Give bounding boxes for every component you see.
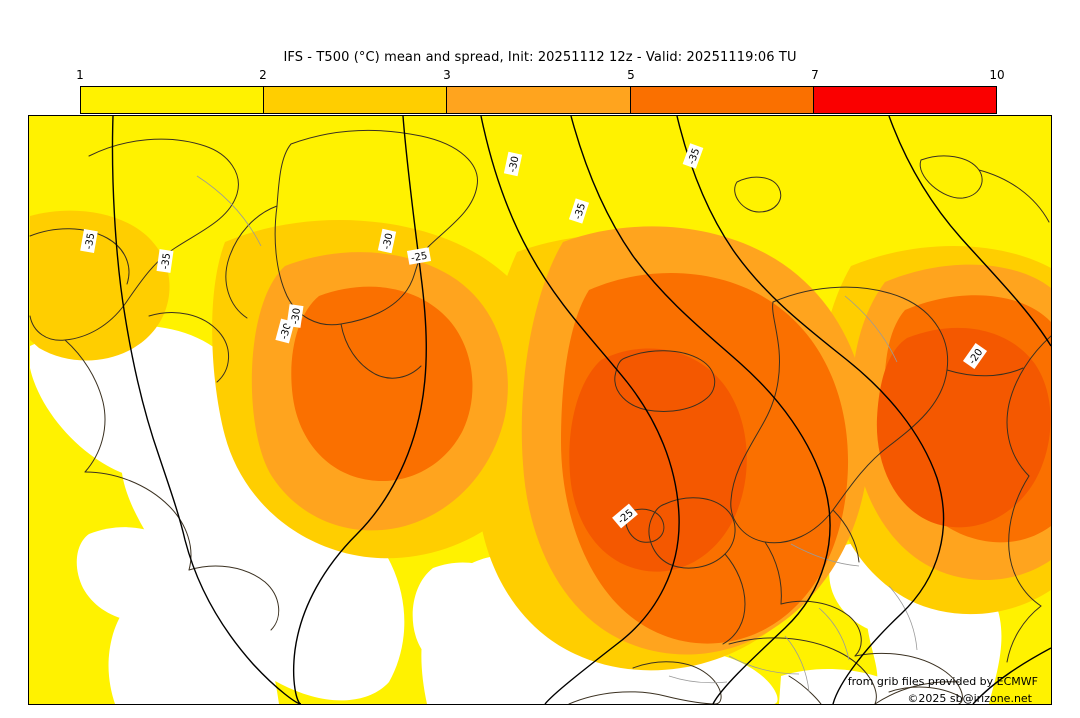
svg-text:-35: -35 — [686, 147, 702, 166]
contour-label-group: -35 -35 -30 -30 — [80, 143, 988, 529]
colorbar-tick-3: 3 — [443, 68, 451, 82]
svg-text:-35: -35 — [160, 252, 173, 270]
svg-text:-30: -30 — [507, 155, 521, 173]
colorbar-tick-5: 5 — [627, 68, 635, 82]
colorbar-segment-5-7 — [630, 87, 815, 113]
svg-text:-30: -30 — [279, 322, 294, 341]
colorbar-tick-1: 1 — [76, 68, 84, 82]
page-title: IFS - T500 (°C) mean and spread, Init: 2… — [283, 50, 797, 65]
colorbar-segment-2-3 — [263, 87, 448, 113]
colorbar-tick-labels: 1 2 3 5 7 10 — [0, 68, 1080, 84]
colorbar-segment-1-2 — [81, 87, 264, 113]
spread-band-7-10 — [569, 327, 1051, 572]
svg-text:-25: -25 — [410, 251, 428, 265]
svg-text:-35: -35 — [84, 232, 98, 250]
colorbar-tick-2: 2 — [259, 68, 267, 82]
colorbar-segment-7-10 — [814, 87, 996, 113]
colorbar-tick-10: 10 — [989, 68, 1005, 82]
svg-text:-30: -30 — [381, 232, 395, 250]
data-source-attribution: from grib files provided by ECMWF — [847, 675, 1038, 688]
colorbar-tick-7: 7 — [811, 68, 819, 82]
political-border-layer — [196, 175, 918, 693]
map-figure: -35 -35 -30 -30 — [29, 116, 1051, 704]
svg-text:-30: -30 — [290, 307, 303, 325]
coastline-layer — [29, 130, 1051, 704]
map-canvas: -35 -35 -30 -30 — [28, 115, 1052, 705]
isotherm-contour-layer — [111, 116, 1051, 704]
colorbar-segment-3-5 — [447, 87, 631, 113]
spread-colorbar — [80, 86, 997, 114]
svg-text:-35: -35 — [573, 202, 589, 221]
copyright-attribution: ©2025 sb@irizone.net — [907, 692, 1032, 705]
